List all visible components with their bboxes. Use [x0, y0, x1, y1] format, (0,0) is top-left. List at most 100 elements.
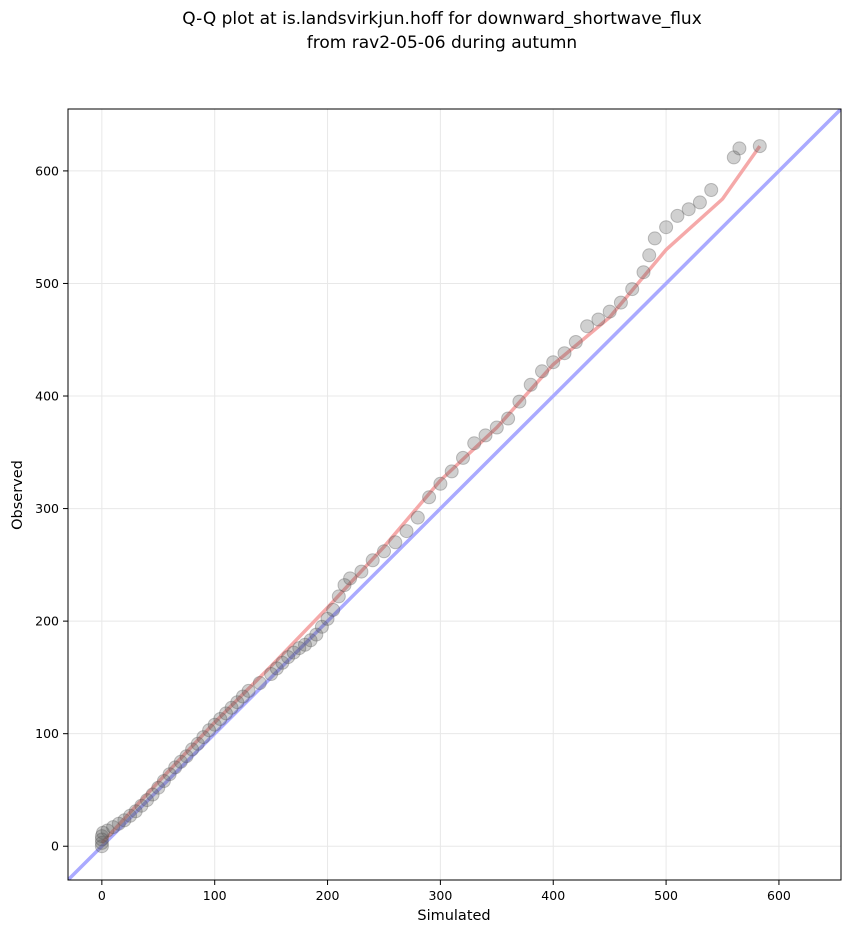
- y-tick-label: 300: [35, 501, 59, 516]
- data-point: [309, 627, 324, 642]
- data-point: [647, 231, 662, 246]
- data-point: [100, 823, 115, 838]
- x-tick-label: 500: [654, 888, 678, 903]
- data-point: [326, 602, 341, 617]
- x-tick-label: 300: [428, 888, 452, 903]
- data-point: [134, 798, 149, 813]
- x-tick-label: 0: [98, 888, 106, 903]
- data-point: [670, 208, 685, 223]
- plot-area: [68, 109, 841, 880]
- data-point: [123, 808, 138, 823]
- y-axis-label: Observed: [10, 460, 26, 530]
- x-tick-label: 600: [767, 888, 791, 903]
- data-point: [94, 832, 109, 847]
- data-point: [292, 641, 307, 656]
- x-axis-label: Simulated: [417, 908, 490, 924]
- data-point: [94, 835, 109, 850]
- data-point: [213, 712, 228, 726]
- data-point: [467, 436, 482, 451]
- data-point: [303, 633, 318, 648]
- data-point: [168, 760, 183, 775]
- data-point: [94, 839, 109, 854]
- data-point: [156, 774, 171, 788]
- data-point: [145, 787, 160, 802]
- data-point: [264, 667, 279, 681]
- data-point: [151, 780, 166, 795]
- y-tick-label: 400: [35, 389, 59, 404]
- y-tick-label: 600: [35, 163, 59, 178]
- data-point: [613, 295, 628, 310]
- data-point: [281, 650, 296, 665]
- data-point: [388, 535, 403, 550]
- data-point: [269, 661, 284, 676]
- data-point: [580, 319, 595, 334]
- data-point: [377, 544, 391, 559]
- data-point: [196, 730, 211, 745]
- data-point: [625, 282, 640, 297]
- y-tick-label: 200: [35, 614, 59, 629]
- title-line-2: from rav2-05-06 during autumn: [307, 33, 577, 53]
- fit-line: [100, 145, 762, 845]
- data-point: [422, 490, 437, 505]
- data-point: [190, 736, 205, 751]
- plot-frame: [67, 108, 842, 881]
- identity-line: [68, 109, 841, 880]
- data-point: [252, 676, 267, 690]
- data-point: [185, 742, 200, 757]
- y-tick-label: 100: [35, 726, 59, 741]
- data-point: [179, 749, 194, 764]
- data-point: [337, 578, 352, 593]
- data-point: [343, 571, 358, 586]
- data-point: [140, 793, 154, 808]
- data-point: [512, 394, 527, 409]
- data-point: [298, 637, 312, 652]
- data-point: [331, 589, 346, 604]
- data-point: [94, 829, 109, 844]
- chart-title: Q-Q plot at is.landsvirkjun.hoff for dow…: [182, 9, 702, 53]
- data-point: [456, 450, 470, 465]
- data-point: [399, 524, 414, 539]
- data-point: [752, 139, 767, 154]
- title-line-1: Q-Q plot at is.landsvirkjun.hoff for dow…: [182, 9, 702, 29]
- data-point: [111, 816, 126, 831]
- data-point: [162, 767, 177, 782]
- data-points: [94, 139, 767, 854]
- data-point: [523, 377, 538, 392]
- y-tick-label: 500: [35, 276, 59, 291]
- data-point: [489, 420, 504, 435]
- y-tick-label: 0: [51, 839, 59, 854]
- y-axis-ticks: 0 100 200 300 400 500 600: [35, 163, 68, 854]
- data-point: [636, 265, 651, 280]
- data-point: [478, 428, 493, 443]
- data-point: [314, 619, 329, 634]
- data-point: [591, 312, 606, 327]
- grid: [68, 109, 841, 880]
- data-point: [726, 150, 741, 165]
- data-point: [173, 754, 188, 769]
- data-point: [320, 611, 335, 626]
- data-point: [410, 510, 425, 525]
- data-point: [546, 355, 561, 370]
- data-point: [681, 202, 696, 217]
- x-tick-label: 400: [541, 888, 565, 903]
- data-point: [704, 183, 719, 197]
- data-point: [535, 364, 549, 379]
- data-point: [106, 820, 121, 835]
- data-point: [642, 248, 657, 263]
- x-axis-ticks: 0 100 200 300 400 500 600: [98, 880, 791, 903]
- data-point: [117, 813, 132, 828]
- data-point: [241, 683, 256, 698]
- data-point: [128, 804, 143, 819]
- data-point: [602, 304, 617, 319]
- data-point: [433, 476, 448, 491]
- data-point: [659, 220, 674, 235]
- data-point: [230, 695, 245, 710]
- data-point: [557, 346, 572, 361]
- data-point: [501, 411, 516, 426]
- data-point: [732, 141, 747, 156]
- data-point: [568, 335, 583, 349]
- data-point: [96, 825, 110, 840]
- data-point: [365, 553, 380, 568]
- reference-lines: [68, 109, 841, 880]
